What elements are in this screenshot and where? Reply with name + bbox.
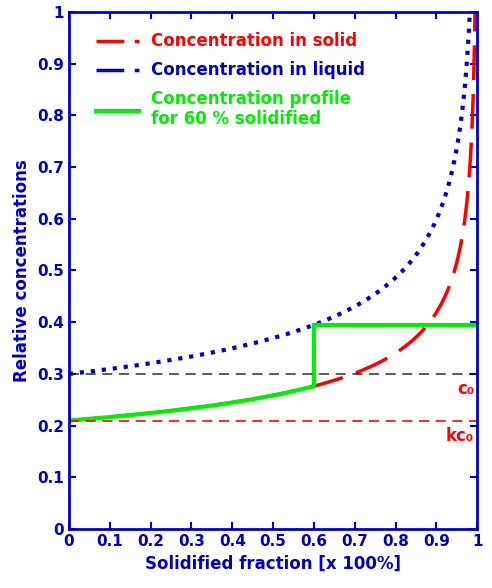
- Concentration in solid: [222, 400, 228, 407]
- Concentration profile
for 60 % solidified: [474, 321, 480, 328]
- Concentration in liquid: [66, 370, 72, 377]
- Concentration in solid: [137, 410, 143, 417]
- Concentration profile
for 60 % solidified: [389, 321, 395, 328]
- Concentration profile
for 60 % solidified: [470, 321, 476, 328]
- Concentration profile
for 60 % solidified: [311, 321, 317, 328]
- Concentration profile
for 60 % solidified: [408, 321, 414, 328]
- X-axis label: Solidified fraction [x 100%]: Solidified fraction [x 100%]: [145, 554, 401, 573]
- Text: kc₀: kc₀: [446, 427, 474, 445]
- Concentration in liquid: [465, 35, 471, 42]
- Concentration in liquid: [137, 362, 143, 369]
- Concentration profile
for 60 % solidified: [390, 321, 396, 328]
- Concentration in liquid: [240, 342, 246, 349]
- Concentration in solid: [112, 413, 118, 420]
- Concentration profile
for 60 % solidified: [400, 321, 405, 328]
- Concentration in solid: [422, 325, 428, 332]
- Concentration profile
for 60 % solidified: [445, 321, 451, 328]
- Concentration in liquid: [222, 346, 228, 353]
- Text: c₀: c₀: [457, 380, 474, 398]
- Line: Concentration in solid: Concentration in solid: [69, 0, 476, 420]
- Concentration in solid: [66, 417, 72, 424]
- Y-axis label: Relative concentrations: Relative concentrations: [13, 159, 31, 382]
- Legend: Concentration in solid, Concentration in liquid, Concentration profile
for 60 % : Concentration in solid, Concentration in…: [89, 25, 373, 136]
- Concentration in solid: [240, 397, 246, 405]
- Line: Concentration in liquid: Concentration in liquid: [69, 0, 476, 374]
- Concentration in liquid: [422, 239, 428, 246]
- Concentration in solid: [465, 182, 471, 189]
- Concentration in liquid: [112, 365, 118, 372]
